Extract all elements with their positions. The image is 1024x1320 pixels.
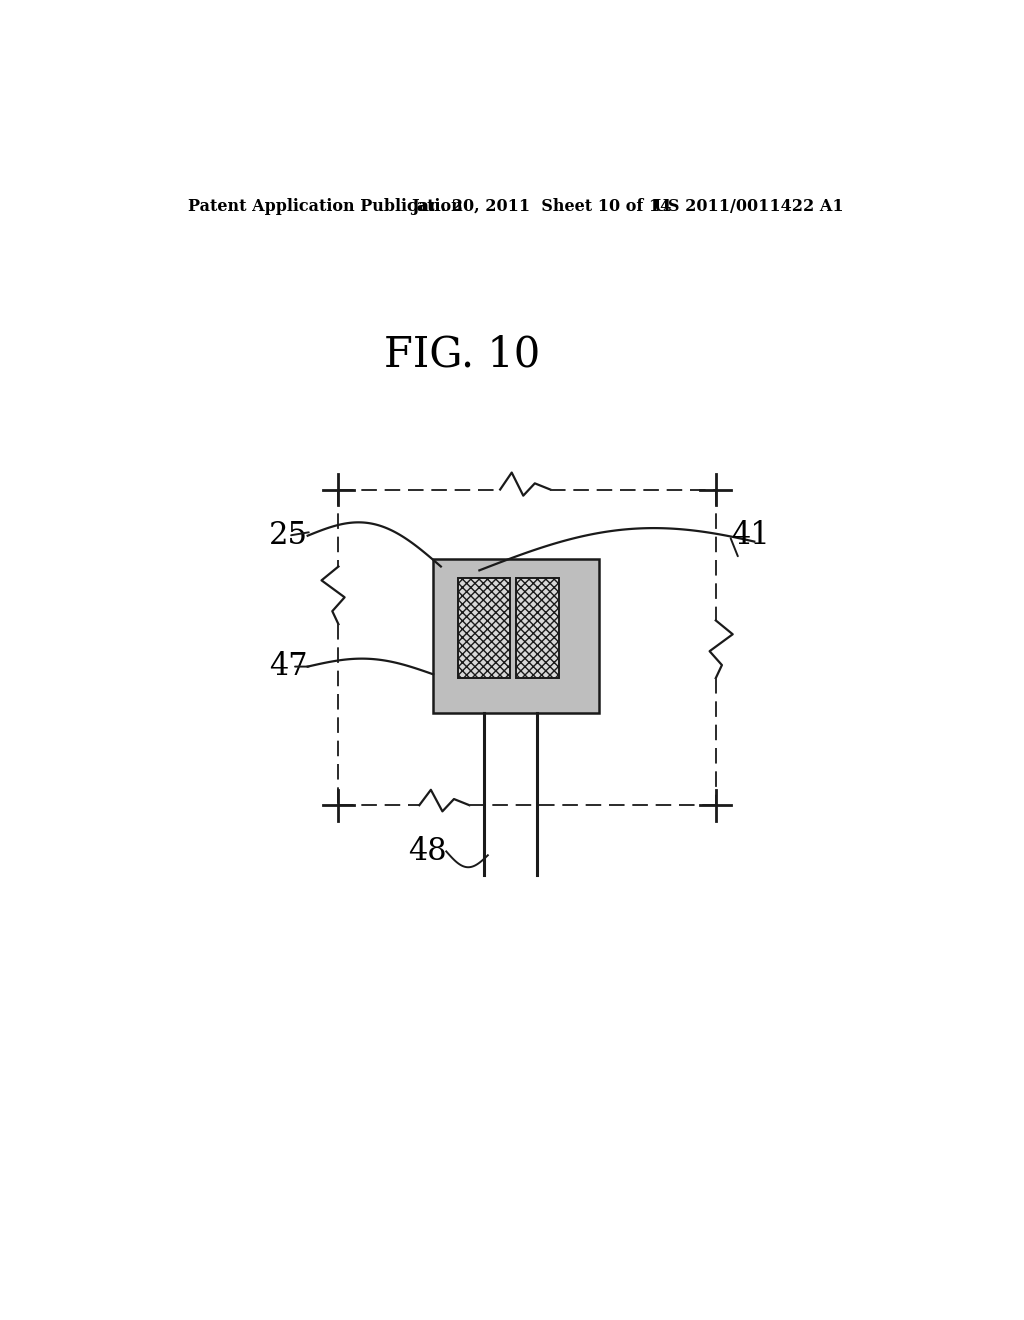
Text: FIG. 10: FIG. 10 xyxy=(384,334,540,376)
Text: Jan. 20, 2011  Sheet 10 of 14: Jan. 20, 2011 Sheet 10 of 14 xyxy=(412,198,672,215)
Text: Patent Application Publication: Patent Application Publication xyxy=(188,198,463,215)
Text: 48: 48 xyxy=(408,836,446,867)
Text: 25: 25 xyxy=(269,520,308,552)
Bar xyxy=(433,558,599,713)
Text: 47: 47 xyxy=(269,651,308,682)
Bar xyxy=(458,578,510,678)
Text: US 2011/0011422 A1: US 2011/0011422 A1 xyxy=(654,198,844,215)
Bar xyxy=(516,578,559,678)
Text: 41: 41 xyxy=(731,520,770,552)
